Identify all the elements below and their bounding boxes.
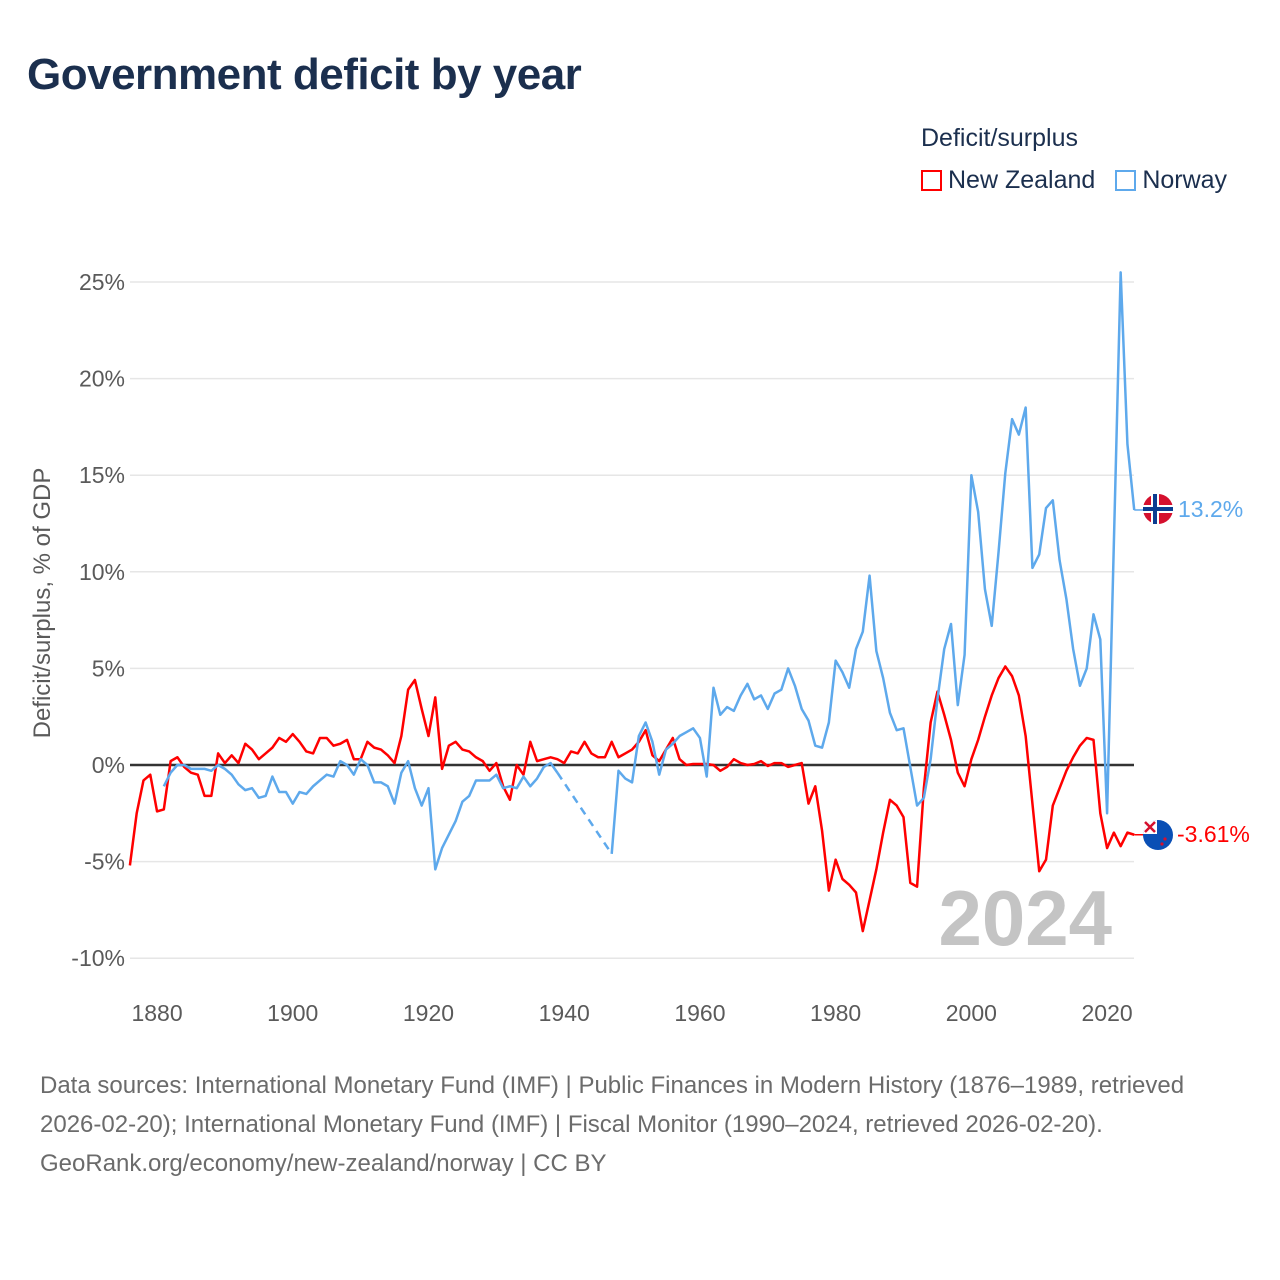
legend-label: Norway <box>1142 166 1228 194</box>
legend-swatch-new-zealand <box>921 170 942 191</box>
y-axis-label: Deficit/surplus, % of GDP <box>29 468 56 739</box>
y-tick-label: 5% <box>92 655 125 681</box>
y-tick-label: 10% <box>79 559 125 585</box>
norway-line <box>162 757 559 871</box>
legend-label: New Zealand <box>948 166 1096 194</box>
chart-title: Government deficit by year <box>27 50 582 99</box>
norway-flag-icon <box>1143 494 1173 524</box>
x-tick-label: 1900 <box>267 1000 318 1026</box>
x-tick-label: 1920 <box>403 1000 454 1026</box>
x-tick-label: 1980 <box>810 1000 861 1026</box>
x-tick-label: 2020 <box>1081 1000 1132 1026</box>
y-tick-label: 15% <box>79 462 125 488</box>
x-tick-label: 1940 <box>539 1000 590 1026</box>
legend-swatch-norway <box>1115 170 1137 191</box>
y-tick-label: -5% <box>84 849 125 875</box>
new-zealand-line <box>128 665 1135 933</box>
data-sources: Data sources: International Monetary Fun… <box>40 1072 1185 1138</box>
legend: New Zealand Norway <box>921 166 1227 195</box>
y-tick-label: 0% <box>92 752 125 778</box>
legend-item-new-zealand[interactable]: New Zealand <box>921 166 1095 195</box>
year-watermark: 2024 <box>938 874 1112 962</box>
new-zealand-flag-icon <box>1143 820 1173 850</box>
series-norway <box>162 271 1145 871</box>
y-tick-label: -10% <box>71 945 125 971</box>
footer: Data sources: International Monetary Fun… <box>40 1066 1240 1183</box>
legend-title: Deficit/surplus <box>921 124 1078 152</box>
norway-gap-line <box>556 772 613 855</box>
new-zealand-end-label: -3.61% <box>1177 821 1250 847</box>
y-tick-label: 20% <box>79 366 125 392</box>
credit-link[interactable]: GeoRank.org/economy/new-zealand/norway |… <box>40 1150 607 1177</box>
norway-end-label: 13.2% <box>1178 496 1243 522</box>
x-tick-label: 1880 <box>131 1000 182 1026</box>
y-tick-label: 25% <box>79 269 125 295</box>
x-tick-label: 1960 <box>674 1000 725 1026</box>
norway-line <box>610 271 1136 854</box>
legend-item-norway[interactable]: Norway <box>1115 166 1227 195</box>
x-tick-label: 2000 <box>946 1000 997 1026</box>
